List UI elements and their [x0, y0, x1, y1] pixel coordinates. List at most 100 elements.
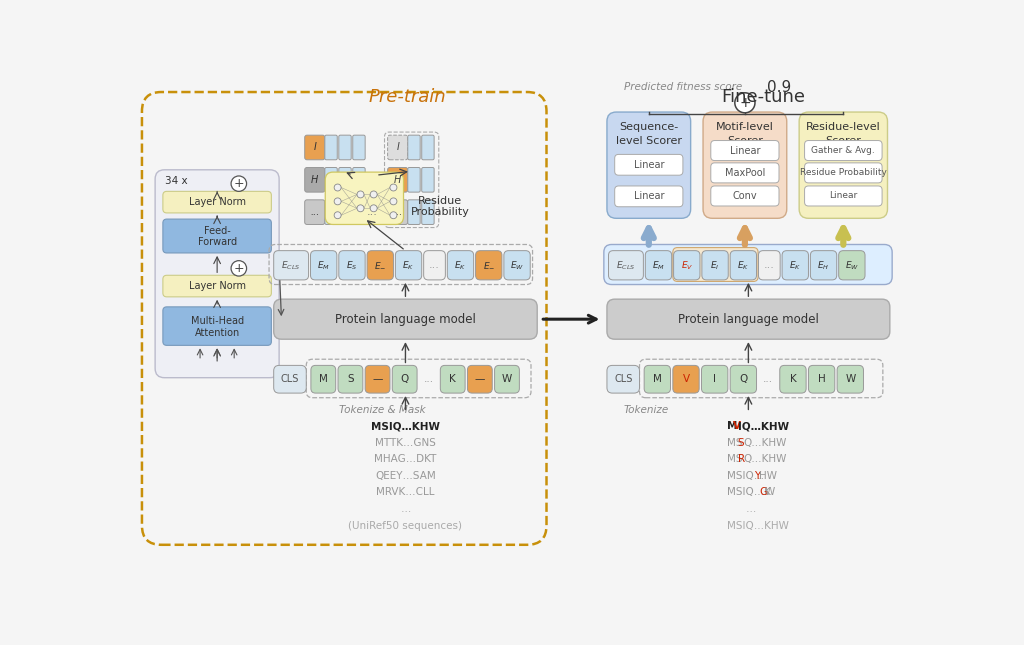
Text: Protein language model: Protein language model [678, 313, 819, 326]
Text: Forward: Forward [198, 237, 237, 247]
Text: Linear: Linear [829, 192, 857, 201]
FancyBboxPatch shape [839, 251, 865, 280]
FancyBboxPatch shape [155, 170, 280, 378]
Text: R: R [738, 454, 745, 464]
Text: M: M [727, 421, 737, 432]
FancyBboxPatch shape [805, 186, 882, 206]
Text: I: I [313, 143, 316, 152]
FancyBboxPatch shape [163, 275, 271, 297]
FancyBboxPatch shape [711, 186, 779, 206]
Text: —: — [373, 374, 383, 384]
FancyBboxPatch shape [325, 135, 337, 160]
FancyBboxPatch shape [711, 163, 779, 183]
Text: K: K [790, 374, 797, 384]
FancyBboxPatch shape [809, 365, 835, 393]
FancyBboxPatch shape [614, 186, 683, 207]
Text: Protein language model: Protein language model [335, 313, 476, 326]
Text: W: W [764, 488, 774, 497]
FancyBboxPatch shape [504, 251, 530, 280]
Circle shape [334, 212, 341, 219]
Text: $E_S$: $E_S$ [346, 259, 357, 272]
FancyBboxPatch shape [388, 135, 408, 160]
FancyBboxPatch shape [467, 365, 493, 393]
Text: $E_{CLS}$: $E_{CLS}$ [282, 259, 301, 272]
FancyBboxPatch shape [311, 365, 336, 393]
Text: $E_V$: $E_V$ [681, 259, 693, 272]
Text: level Scorer: level Scorer [615, 136, 682, 146]
Text: $E_{-}$: $E_{-}$ [374, 261, 386, 270]
Text: ...: ... [310, 207, 319, 217]
FancyBboxPatch shape [366, 365, 390, 393]
FancyBboxPatch shape [325, 200, 337, 224]
Text: Q…KHW: Q…KHW [743, 454, 786, 464]
FancyBboxPatch shape [305, 135, 325, 160]
Text: …: … [400, 504, 411, 514]
FancyBboxPatch shape [440, 365, 465, 393]
Text: W: W [502, 374, 512, 384]
Text: Fine-tune: Fine-tune [722, 88, 806, 106]
Text: $E_{CLS}$: $E_{CLS}$ [616, 259, 636, 272]
Circle shape [735, 93, 755, 113]
Text: +: + [233, 177, 244, 190]
Text: Attention: Attention [195, 328, 240, 338]
FancyBboxPatch shape [607, 299, 890, 339]
Text: MSIQ…: MSIQ… [727, 471, 765, 481]
FancyBboxPatch shape [352, 200, 366, 224]
Text: Linear: Linear [634, 160, 664, 170]
Text: Layer Norm: Layer Norm [188, 197, 246, 207]
Text: MaxPool: MaxPool [725, 168, 765, 178]
Text: H: H [818, 374, 825, 384]
FancyBboxPatch shape [395, 251, 422, 280]
Text: M: M [653, 374, 662, 384]
Text: Predicted fitness score: Predicted fitness score [624, 83, 742, 92]
Text: Tokenize & Mask: Tokenize & Mask [339, 405, 426, 415]
FancyBboxPatch shape [730, 251, 757, 280]
Text: Sequence-: Sequence- [620, 123, 679, 132]
FancyBboxPatch shape [701, 251, 728, 280]
FancyBboxPatch shape [273, 299, 538, 339]
FancyBboxPatch shape [325, 168, 337, 192]
Circle shape [357, 205, 364, 212]
Text: Layer Norm: Layer Norm [188, 281, 246, 291]
FancyBboxPatch shape [645, 251, 672, 280]
Text: ...: ... [763, 374, 773, 384]
Text: Residue-level: Residue-level [806, 123, 881, 132]
Text: $E_K$: $E_K$ [737, 259, 750, 272]
FancyBboxPatch shape [338, 365, 362, 393]
FancyBboxPatch shape [673, 248, 758, 281]
FancyBboxPatch shape [607, 112, 690, 218]
Text: Q…KHW: Q…KHW [743, 438, 786, 448]
Circle shape [334, 184, 341, 191]
FancyBboxPatch shape [352, 135, 366, 160]
FancyBboxPatch shape [339, 168, 351, 192]
Text: Residue Probability: Residue Probability [800, 168, 887, 177]
Text: $E_I$: $E_I$ [711, 259, 720, 272]
Circle shape [231, 176, 247, 192]
FancyBboxPatch shape [422, 135, 434, 160]
FancyBboxPatch shape [673, 365, 699, 393]
Text: ...: ... [424, 374, 434, 384]
FancyBboxPatch shape [604, 244, 892, 284]
FancyBboxPatch shape [339, 200, 351, 224]
Text: 0.9: 0.9 [767, 80, 791, 95]
Text: —: — [475, 374, 485, 384]
Text: MRVK…CLL: MRVK…CLL [376, 488, 435, 497]
Text: $E_H$: $E_H$ [817, 259, 829, 272]
Circle shape [334, 198, 341, 205]
FancyBboxPatch shape [730, 365, 757, 393]
FancyBboxPatch shape [305, 200, 325, 224]
Text: Probability: Probability [411, 207, 469, 217]
Text: HW: HW [759, 471, 777, 481]
Text: QEEY…SAM: QEEY…SAM [375, 471, 436, 481]
Text: +: + [233, 262, 244, 275]
FancyBboxPatch shape [703, 112, 786, 218]
FancyBboxPatch shape [352, 168, 366, 192]
Circle shape [390, 184, 397, 191]
FancyBboxPatch shape [422, 168, 434, 192]
FancyBboxPatch shape [805, 163, 882, 183]
Text: M: M [318, 374, 328, 384]
Text: W: W [845, 374, 855, 384]
FancyBboxPatch shape [614, 154, 683, 175]
Text: $E_K$: $E_K$ [402, 259, 415, 272]
FancyBboxPatch shape [273, 365, 306, 393]
